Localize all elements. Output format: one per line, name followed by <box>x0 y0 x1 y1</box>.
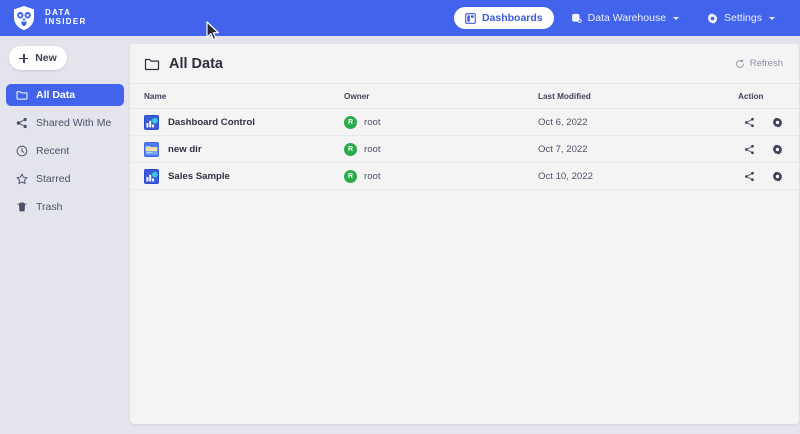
avatar: R <box>344 115 357 129</box>
star-icon <box>15 173 28 186</box>
cell-name: new dir <box>144 141 344 157</box>
chevron-down-icon <box>673 16 680 20</box>
sidebar-item-starred[interactable]: Starred <box>6 168 124 190</box>
clock-icon <box>15 145 28 158</box>
row-owner-label: root <box>364 116 381 128</box>
sidebar-item-all-data[interactable]: All Data <box>6 84 124 106</box>
gear-icon[interactable] <box>772 171 783 182</box>
plus-icon <box>19 53 29 63</box>
gear-icon <box>707 12 718 24</box>
sidebar-item-shared-with-me-label: Shared With Me <box>36 117 112 129</box>
table-row[interactable]: Sales Sample R root Oct 10, 2022 <box>130 163 799 190</box>
row-name-label: Sales Sample <box>168 170 230 182</box>
folder-file-icon <box>144 141 159 157</box>
cell-name: Dashboard Control <box>144 114 344 130</box>
refresh-button[interactable]: Refresh <box>735 58 783 69</box>
data-card: All Data Refresh Name Owner Last Modifie… <box>130 44 799 424</box>
nav-item-data-warehouse[interactable]: Data Warehouse <box>560 7 690 29</box>
gear-icon[interactable] <box>772 144 783 155</box>
new-button[interactable]: New <box>9 46 67 70</box>
brand-text: DATA INSIDER <box>45 8 87 27</box>
row-owner-label: root <box>364 170 381 182</box>
cell-actions <box>738 144 783 155</box>
folder-outline-icon <box>144 58 160 70</box>
top-navigation-bar: DATA INSIDER Dashboards <box>0 0 800 36</box>
nav-item-data-warehouse-label: Data Warehouse <box>587 12 667 24</box>
column-header-last-modified: Last Modified <box>538 91 591 101</box>
page-body: New All Data <box>0 36 800 434</box>
sidebar-item-all-data-label: All Data <box>36 89 76 101</box>
database-stack-icon <box>571 13 582 24</box>
sidebar-item-recent-label: Recent <box>36 145 70 157</box>
folder-icon <box>15 89 28 102</box>
refresh-button-label: Refresh <box>749 58 783 69</box>
top-nav-items: Dashboards Data Warehouse <box>453 7 786 29</box>
page-title-label: All Data <box>169 55 223 72</box>
sidebar-item-shared-with-me[interactable]: Shared With Me <box>6 112 124 134</box>
share-icon[interactable] <box>744 171 755 182</box>
row-owner-label: root <box>364 143 381 155</box>
nav-item-settings-label: Settings <box>724 12 762 24</box>
main-content: All Data Refresh Name Owner Last Modifie… <box>130 36 800 434</box>
new-button-label: New <box>35 52 57 64</box>
table-body: Dashboard Control R root Oct 6, 2022 <box>130 109 799 424</box>
row-name-label: Dashboard Control <box>168 116 255 128</box>
table-header-row: Name Owner Last Modified Action <box>130 84 799 109</box>
dashboard-grid-icon <box>465 12 476 24</box>
cell-last-modified: Oct 10, 2022 <box>538 170 593 182</box>
dashboard-file-icon <box>144 168 159 184</box>
sidebar: New All Data <box>0 36 130 434</box>
brand-logo[interactable]: DATA INSIDER <box>12 5 87 31</box>
brand-line-1: DATA <box>45 8 72 18</box>
row-name-label: new dir <box>168 143 202 155</box>
table-row[interactable]: new dir R root Oct 7, 2022 <box>130 136 799 163</box>
cell-owner: R root <box>344 142 538 156</box>
cell-actions <box>738 117 783 128</box>
cell-last-modified: Oct 6, 2022 <box>538 116 588 128</box>
sidebar-item-trash-label: Trash <box>36 201 63 213</box>
brand-line-2: INSIDER <box>45 17 87 26</box>
sidebar-item-trash[interactable]: Trash <box>6 196 124 218</box>
share-icon[interactable] <box>744 117 755 128</box>
trash-icon <box>15 201 28 214</box>
nav-item-settings[interactable]: Settings <box>696 7 786 29</box>
cell-owner: R root <box>344 115 538 129</box>
owl-shield-logo-icon <box>14 6 34 30</box>
avatar: R <box>344 142 357 156</box>
chevron-down-icon <box>769 16 775 20</box>
cell-name: Sales Sample <box>144 168 344 184</box>
cell-actions <box>738 171 783 182</box>
column-header-owner: Owner <box>344 91 370 101</box>
share-icon[interactable] <box>744 144 755 155</box>
dashboard-file-icon <box>144 114 159 130</box>
nav-item-dashboards-label: Dashboards <box>481 12 543 24</box>
card-header: All Data Refresh <box>130 44 799 84</box>
column-header-action: Action <box>738 91 764 101</box>
cell-last-modified: Oct 7, 2022 <box>538 143 588 155</box>
avatar: R <box>344 169 357 183</box>
column-header-name: Name <box>144 91 167 101</box>
sidebar-item-recent[interactable]: Recent <box>6 140 124 162</box>
share-nodes-icon <box>15 117 28 130</box>
refresh-icon <box>735 58 744 68</box>
table-row[interactable]: Dashboard Control R root Oct 6, 2022 <box>130 109 799 136</box>
page-title: All Data <box>144 56 223 72</box>
nav-item-dashboards[interactable]: Dashboards <box>453 7 554 29</box>
gear-icon[interactable] <box>772 117 783 128</box>
cell-owner: R root <box>344 169 538 183</box>
sidebar-item-starred-label: Starred <box>36 173 71 185</box>
